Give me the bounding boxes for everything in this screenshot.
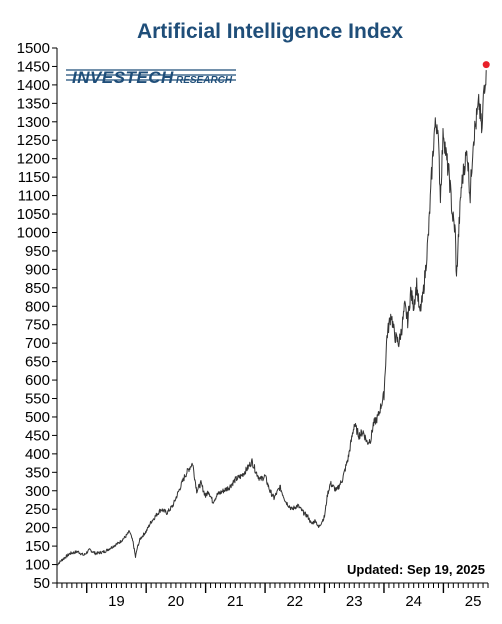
y-tick-label: 1400 [17,77,50,94]
x-tick-label: 19 [108,593,125,610]
y-tick-label: 1150 [18,169,50,186]
y-tick-label: 1050 [17,206,50,223]
x-tick-label: 25 [465,593,482,610]
x-tick-label: 23 [346,593,363,610]
y-tick-label: 800 [25,298,50,315]
x-tick-label: 22 [286,593,303,610]
chart-title: Artificial Intelligence Index [137,20,403,43]
y-tick-label: 1100 [18,188,50,205]
y-tick-label: 1300 [17,114,50,131]
y-tick-label: 200 [25,520,50,537]
y-tick-label: 1500 [17,40,50,57]
endpoint-marker [482,61,490,69]
y-tick-label: 600 [25,372,50,389]
x-tick-label: 20 [168,593,185,610]
y-tick-label: 50 [33,575,50,592]
y-tick-label: 950 [25,243,50,260]
y-tick-label: 1350 [17,95,50,112]
y-tick-label: 850 [25,280,50,297]
y-tick-label: 150 [25,538,50,555]
logo-text: INVESTECH [72,68,174,87]
y-tick-label: 100 [25,557,50,574]
y-tick-label: 1250 [17,132,50,149]
y-tick-label: 250 [25,501,50,518]
y-tick-label: 550 [25,391,50,408]
y-tick-label: 1000 [17,224,50,241]
y-tick-label: 400 [25,446,50,463]
y-tick-label: 750 [25,317,50,334]
logo: INVESTECH RESEARCH [66,68,236,87]
y-tick-label: 700 [25,335,50,352]
y-tick-label: 1450 [17,58,50,75]
updated-annotation: Updated: Sep 19, 2025 [347,562,485,577]
series-line [56,70,487,566]
y-tick-label: 1200 [17,151,50,168]
x-tick-label: 21 [227,593,244,610]
y-tick-label: 650 [25,354,50,371]
y-tick-label: 500 [25,409,50,426]
y-tick-label: 900 [25,261,50,278]
x-axis: 19 20 21 22 23 24 25 [56,582,489,610]
logo-subtext: RESEARCH [176,75,233,86]
plot-area [56,61,490,566]
y-tick-label: 450 [25,427,50,444]
y-tick-label: 300 [25,483,50,500]
y-tick-label: 350 [25,464,50,481]
x-tick-label: 24 [405,593,422,610]
